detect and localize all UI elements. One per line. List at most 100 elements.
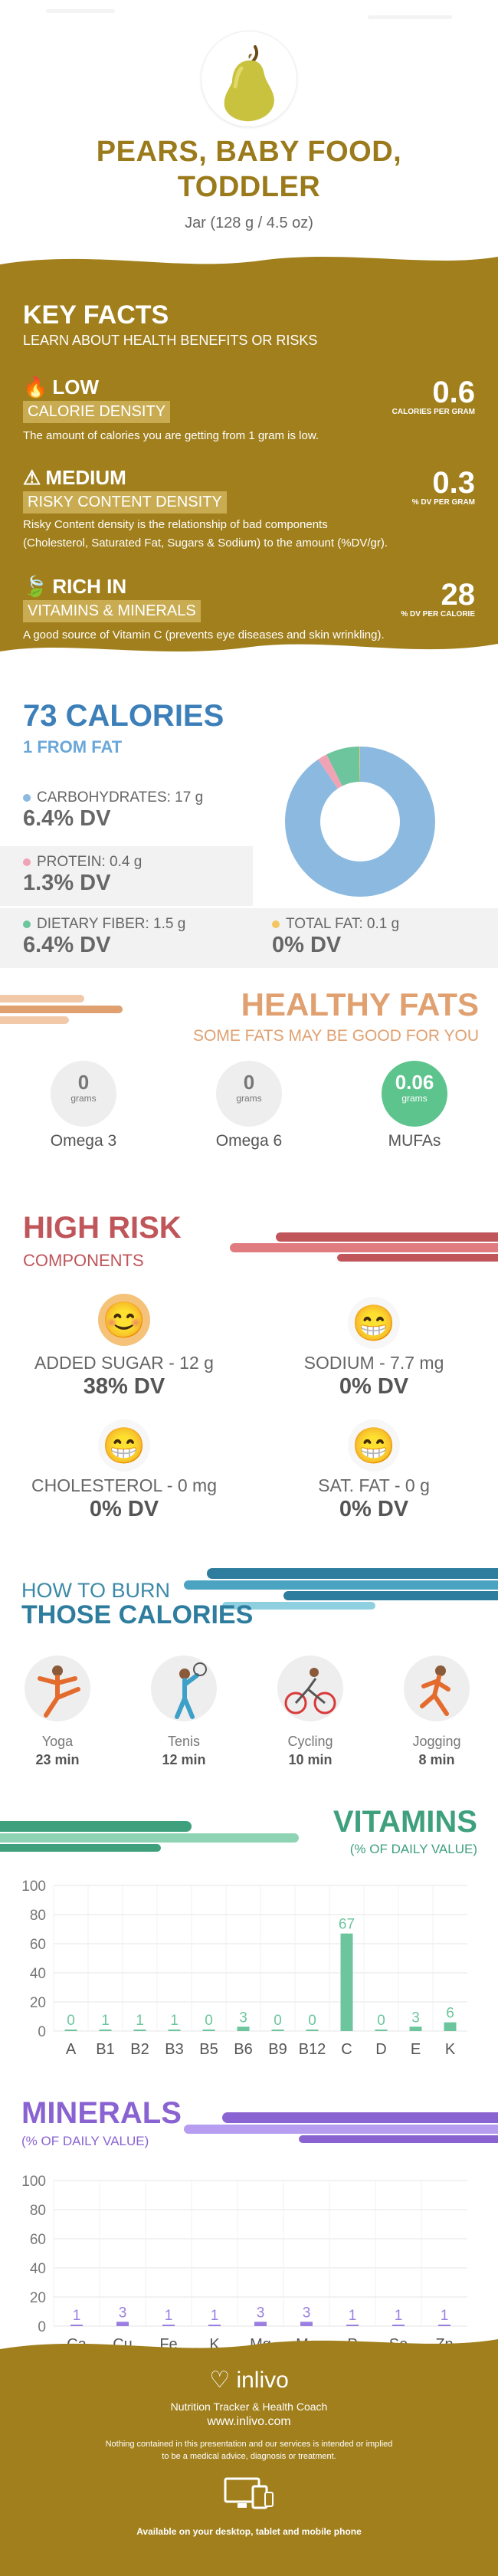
yoga-label: Yoga [41,1734,74,1749]
minerals-y-tick: 0 [38,2319,46,2335]
vitamins-bar-B2 [133,2030,146,2031]
risky-content-level: MEDIUM [45,466,126,489]
disclaimer-line-2: to be a medical advice, diagnosis or tre… [162,2452,336,2461]
calorie-density-label: 🔥 LOW CALORIE DENSITY [23,376,171,423]
omega-3-unit: grams [70,1093,97,1104]
title-line-1: PEARS, BABY FOOD, [96,136,402,168]
minerals-bar-Zn [438,2325,450,2326]
omega-3-circle: 0 grams [51,1061,116,1127]
cholesterol-smiley-icon: 😁 [98,1419,150,1472]
vitamins-bar-B12 [306,2030,319,2031]
vitamins-bar-B3 [168,2030,181,2031]
key-facts-subtitle: LEARN ABOUT HEALTH BENEFITS OR RISKS [23,333,318,348]
fiber-label: DIETARY FIBER: 1.5 g [37,916,186,932]
header-decoration [46,9,452,19]
minerals-value-label-Se: 1 [395,2308,403,2324]
minerals-value-label-Fe: 1 [165,2308,173,2324]
vitamins-category-B12: B12 [299,2041,326,2058]
fiber-fat-row: DIETARY FIBER: 1.5 g 6.4% DV TOTAL FAT: … [0,908,498,968]
vitamins-subtitle: (% OF DAILY VALUE) [349,1842,477,1856]
sat-fat-smiley-icon: 😁 [348,1419,400,1472]
protein-label: PROTEIN: 0.4 g [37,854,143,870]
disclaimer-line-1: Nothing contained in this presentation a… [105,2440,393,2449]
fat-dot [272,920,280,928]
calories-donut-chart [285,747,435,897]
footer-url[interactable]: www.inlivo.com [207,2415,291,2428]
tennis-label: Tenis [167,1734,201,1749]
cycling-time: 10 min [288,1752,333,1767]
vitamins-category-D: D [375,2041,386,2058]
jogging-label: Jogging [412,1734,461,1749]
vitamins-value-label-D: 0 [377,2013,385,2029]
burn-title-line-1: HOW TO BURN [21,1579,171,1602]
brand-logo: ♡ inlivo [0,2367,498,2394]
vitamins-y-tick: 0 [38,2024,46,2040]
vitamins-y-tick: 20 [30,1995,46,2011]
vitamins-y-tick: 80 [30,1908,46,1924]
vitamins-category-B5: B5 [199,2041,218,2058]
vitamins-value-label-B9: 0 [274,2013,282,2029]
jogging-time: 8 min [418,1752,455,1767]
fat-dv: 0% DV [272,933,342,957]
omega-3-label: Omega 3 [50,1132,117,1150]
protein-dv: 1.3% DV [23,871,111,895]
omega-3-value: 0 [77,1071,90,1094]
vitamins-bar-C [340,1933,353,2031]
key-facts-background [0,257,498,651]
calories-title: 73 CALORIES [23,699,224,733]
page-title: PEARS, BABY FOOD, TODDLER [46,134,452,205]
risky-content-name: RISKY CONTENT DENSITY [23,491,227,514]
vitamins-bar-chart: 0 20 40 60 80 100 0 A 1 B1 1 B2 1 B3 0 B5 3 B6 0 B9 0 B12 67 C 0… [21,1879,467,2058]
vitamins-bar-B1 [99,2030,112,2031]
calorie-density-number: 0.6 [432,376,475,409]
vitamins-value-label-E: 3 [411,2010,420,2026]
vitamins-bar-B9 [271,2030,284,2031]
sat-fat-dv: 0% DV [339,1497,409,1521]
minerals-bar-P [346,2325,359,2326]
carbohydrates-label: CARBOHYDRATES: 17 g [37,789,204,806]
heart-icon: ♡ [209,2368,231,2393]
fiber-dv: 6.4% DV [23,933,111,957]
healthy-fats-title: HEALTHY FATS [241,986,479,1022]
rich-in-description: A good source of Vitamin C (prevents eye… [23,628,385,642]
calorie-density-name: CALORIE DENSITY [23,401,171,423]
vitamins-y-tick: 40 [30,1966,46,1982]
risky-content-number: 0.3 [432,466,475,500]
minerals-value-label-K: 1 [211,2308,219,2324]
serving-size: Jar (128 g / 4.5 oz) [185,215,313,231]
cholesterol-dv: 0% DV [89,1497,159,1521]
vitamins-value-label-A: 0 [67,2013,75,2029]
food-image [201,31,297,127]
vitamins-bar-K [444,2022,457,2031]
rich-in-value: 28 % DV PER CALORIE [401,579,475,619]
tennis-icon [151,1656,217,1721]
vitamins-bar-E [409,2026,422,2031]
vitamins-category-K: K [445,2041,456,2058]
title-line-2: TODDLER [177,171,321,203]
minerals-bar-Mn [300,2322,313,2326]
risky-content-unit: % DV PER GRAM [411,498,475,507]
high-risk-decoration [230,1232,498,1262]
vitamins-bar-A [64,2030,77,2031]
rich-in-name: VITAMINS & MINERALS [23,600,201,622]
vitamins-value-label-B5: 0 [205,2013,213,2029]
minerals-value-label-Mg: 3 [257,2305,265,2321]
calorie-density-description: The amount of calories you are getting f… [23,429,319,442]
added-sugar-label: ADDED SUGAR - 12 g [34,1353,214,1373]
vitamins-category-B1: B1 [96,2041,114,2058]
rich-in-level: RICH IN [52,575,127,598]
sodium-smiley-icon: 😁 [348,1297,400,1349]
carbohydrates-stat: CARBOHYDRATES: 17 g 6.4% DV [0,782,253,842]
warning-icon: ⚠ [23,466,41,489]
minerals-bar-chart: 0204060801001Ca3Cu1Fe1K3Mg3Mn1P1Se1Zn [21,2174,467,2353]
minerals-bar-Fe [162,2325,175,2326]
vitamins-category-B9: B9 [268,2041,287,2058]
minerals-value-label-Cu: 3 [119,2305,127,2321]
cycling-label: Cycling [287,1734,333,1749]
vitamins-category-A: A [66,2041,77,2058]
minerals-value-label-Zn: 1 [441,2308,449,2324]
minerals-subtitle: (% OF DAILY VALUE) [21,2134,149,2148]
carbohydrates-dot [23,794,31,802]
vitamins-bar-D [375,2030,388,2031]
vitamins-category-B2: B2 [130,2041,149,2058]
